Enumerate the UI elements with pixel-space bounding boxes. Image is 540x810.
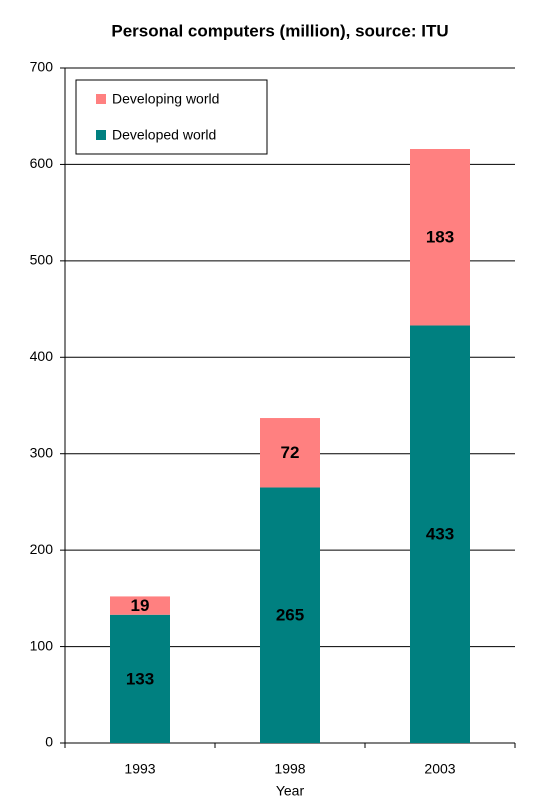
data-label: 433	[426, 525, 454, 544]
x-tick-label: 2003	[424, 761, 455, 777]
y-tick-label: 300	[30, 444, 54, 460]
bar-segment	[410, 149, 470, 326]
bar-segment	[260, 418, 320, 488]
y-tick-label: 700	[30, 59, 54, 75]
legend-label: Developed world	[112, 127, 216, 143]
data-label: 265	[276, 606, 304, 625]
chart-title: Personal computers (million), source: IT…	[111, 21, 448, 40]
bar-segment	[260, 487, 320, 743]
legend-swatch	[96, 94, 106, 104]
data-label: 19	[131, 596, 150, 615]
x-axis-label: Year	[276, 783, 305, 799]
y-tick-label: 500	[30, 252, 54, 268]
legend-swatch	[96, 130, 106, 140]
y-tick-label: 600	[30, 155, 54, 171]
data-label: 183	[426, 228, 454, 247]
y-tick-label: 400	[30, 348, 54, 364]
bar-segment	[110, 614, 170, 743]
y-tick-label: 200	[30, 541, 54, 557]
x-tick-label: 1998	[274, 761, 305, 777]
bar-segment	[110, 596, 170, 615]
x-tick-label: 1993	[124, 761, 155, 777]
y-tick-label: 0	[45, 734, 53, 750]
y-tick-label: 100	[30, 637, 54, 653]
bar-segment	[410, 325, 470, 743]
data-label: 72	[281, 443, 300, 462]
data-label: 133	[126, 669, 154, 688]
legend-label: Developing world	[112, 91, 219, 107]
legend-box	[75, 79, 268, 155]
